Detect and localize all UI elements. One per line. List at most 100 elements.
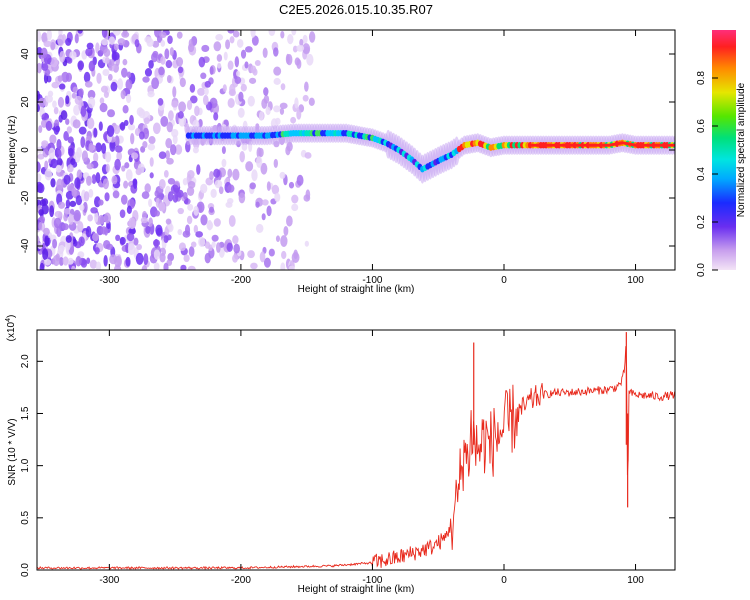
noise-blob (56, 148, 62, 160)
noise-blob (41, 32, 48, 44)
noise-blob (247, 95, 255, 107)
noise-blob (98, 199, 104, 206)
noise-blob (133, 237, 139, 246)
noise-blob (256, 156, 263, 168)
noise-blob (95, 142, 102, 153)
snr-y-ticks: 0.0 0.5 1.0 1.5 2.0 (20, 354, 675, 577)
noise-blob (121, 165, 126, 172)
noise-blob (209, 171, 214, 181)
noise-blob (107, 109, 116, 118)
noise-blob (281, 250, 287, 260)
noise-blob (261, 98, 268, 109)
noise-blob (93, 127, 98, 138)
noise-blob (63, 174, 71, 185)
noise-blob (229, 36, 235, 44)
y-tick-label: 1.5 (20, 406, 31, 420)
noise-blob (273, 47, 279, 57)
noise-blob (77, 60, 85, 71)
noise-blob (41, 63, 49, 71)
noise-blob (147, 90, 155, 98)
noise-blob (112, 190, 120, 199)
noise-blob (126, 233, 135, 242)
noise-blob (204, 80, 211, 88)
colorbar-gradient (712, 30, 736, 270)
noise-blob (123, 119, 129, 126)
noise-blob (221, 146, 226, 155)
noise-blob (182, 191, 188, 200)
noise-blob (167, 178, 176, 185)
noise-blob (72, 119, 81, 129)
noise-blob (37, 183, 45, 194)
noise-blob (193, 224, 199, 234)
noise-blob (40, 47, 48, 59)
noise-blob (125, 93, 132, 104)
noise-blob (254, 60, 261, 67)
noise-blob (157, 97, 164, 106)
noise-blob (41, 198, 49, 206)
noise-blob (117, 78, 124, 90)
noise-blob (44, 168, 53, 181)
noise-blob (287, 33, 294, 45)
noise-blob (175, 56, 184, 67)
noise-blob (258, 111, 264, 121)
noise-blob (134, 39, 140, 48)
noise-blob (280, 262, 286, 270)
noise-blob (100, 85, 109, 93)
noise-blob (190, 241, 197, 248)
noise-blob (188, 39, 193, 48)
noise-blob (239, 150, 245, 163)
noise-blob (92, 232, 100, 242)
noise-blob (302, 94, 309, 102)
colorbar-tick-label: 0.6 (696, 119, 707, 133)
noise-blob (100, 38, 109, 46)
noise-blob (82, 201, 88, 214)
noise-blob (136, 243, 142, 251)
noise-blob (95, 172, 101, 184)
noise-blob (291, 194, 299, 204)
noise-blob (186, 186, 195, 196)
noise-blob (166, 157, 174, 165)
noise-blob (37, 30, 42, 43)
noise-blob (45, 95, 53, 103)
noise-blob (87, 89, 96, 100)
snr-series-line (37, 346, 675, 570)
noise-blob (154, 210, 161, 217)
noise-blob (142, 210, 147, 220)
noise-blob (120, 89, 126, 100)
noise-blob (187, 180, 196, 189)
noise-blob (211, 241, 216, 248)
noise-blob (140, 217, 148, 224)
noise-blob (302, 43, 311, 55)
noise-blob (218, 186, 224, 195)
noise-blob (38, 125, 43, 133)
noise-blob (105, 163, 110, 173)
colorbar-label: Normalized spectral amplitude (736, 82, 747, 217)
noise-blob (291, 203, 299, 212)
noise-blob (37, 62, 42, 74)
noise-blob (234, 56, 240, 68)
noise-blob (119, 209, 126, 218)
noise-blob (165, 137, 173, 149)
noise-blob (37, 235, 40, 247)
noise-blob (148, 59, 154, 69)
noise-blob (95, 42, 100, 54)
noise-blob (38, 221, 43, 231)
noise-blob (68, 147, 74, 157)
noise-blob (54, 210, 63, 218)
noise-blob (149, 172, 154, 179)
noise-blob (72, 86, 79, 94)
noise-blob (38, 209, 44, 216)
noise-blob (209, 206, 215, 213)
noise-blob (158, 151, 167, 159)
noise-blob (55, 125, 61, 133)
noise-blob (240, 83, 247, 92)
noise-blob (108, 36, 116, 45)
noise-blob (186, 215, 193, 225)
noise-blob (211, 234, 219, 242)
noise-blob (291, 252, 300, 263)
chart-title: C2E5.2026.015.10.35.R07 (279, 2, 433, 17)
noise-blob (122, 58, 128, 66)
noise-blob (158, 202, 166, 212)
noise-blob (77, 221, 84, 233)
